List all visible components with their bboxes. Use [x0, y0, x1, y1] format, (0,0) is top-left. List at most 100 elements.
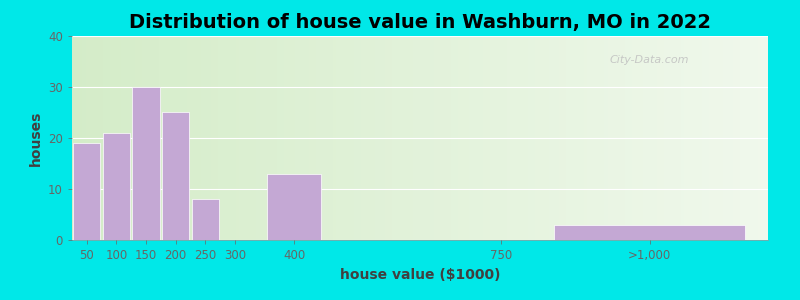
Bar — [716, 36, 719, 240]
Bar — [698, 36, 702, 240]
Bar — [482, 36, 486, 240]
Bar — [462, 36, 466, 240]
Bar — [542, 36, 546, 240]
Bar — [601, 36, 605, 240]
Bar — [730, 36, 733, 240]
Bar — [535, 36, 538, 240]
Bar — [180, 36, 183, 240]
Bar — [573, 36, 577, 240]
Title: Distribution of house value in Washburn, MO in 2022: Distribution of house value in Washburn,… — [129, 13, 711, 32]
Bar — [305, 36, 309, 240]
Bar — [444, 36, 448, 240]
Bar — [190, 36, 194, 240]
Bar — [577, 36, 580, 240]
Bar — [378, 36, 382, 240]
Bar — [761, 36, 765, 240]
Bar — [204, 36, 208, 240]
Bar — [232, 36, 235, 240]
Bar — [72, 36, 75, 240]
Bar — [208, 36, 211, 240]
Bar — [337, 36, 340, 240]
Bar — [754, 36, 758, 240]
Bar — [765, 36, 768, 240]
Bar — [138, 36, 142, 240]
Bar — [476, 36, 479, 240]
Bar — [75, 36, 79, 240]
Bar — [507, 36, 510, 240]
Bar — [183, 36, 187, 240]
Bar — [747, 36, 750, 240]
Bar — [364, 36, 368, 240]
Bar — [402, 36, 406, 240]
Bar — [79, 36, 82, 240]
Bar — [538, 36, 542, 240]
Bar — [294, 36, 298, 240]
Bar — [250, 36, 253, 240]
Bar — [159, 36, 162, 240]
Bar — [622, 36, 626, 240]
Bar — [93, 36, 96, 240]
Bar — [291, 36, 294, 240]
Bar — [490, 36, 493, 240]
Bar — [235, 36, 239, 240]
Bar — [413, 36, 417, 240]
Bar — [691, 36, 695, 240]
Bar — [382, 36, 386, 240]
Bar — [549, 36, 552, 240]
Bar — [566, 36, 570, 240]
Bar — [155, 36, 159, 240]
Bar — [493, 36, 497, 240]
Bar — [441, 36, 444, 240]
Bar — [298, 36, 302, 240]
Bar — [281, 36, 284, 240]
Bar — [192, 199, 219, 240]
Bar — [162, 112, 190, 240]
Bar — [448, 36, 451, 240]
Bar — [667, 36, 670, 240]
Bar — [90, 36, 93, 240]
Bar — [347, 36, 350, 240]
Bar — [211, 36, 214, 240]
Bar — [170, 36, 173, 240]
Bar — [267, 36, 270, 240]
Bar — [194, 36, 198, 240]
Bar — [114, 36, 118, 240]
Bar — [410, 36, 413, 240]
Bar — [503, 36, 507, 240]
Bar — [121, 36, 124, 240]
Bar — [466, 36, 469, 240]
Bar — [222, 36, 225, 240]
Bar — [152, 36, 155, 240]
Bar — [636, 36, 639, 240]
Bar — [274, 36, 278, 240]
Bar — [733, 36, 737, 240]
Bar — [354, 36, 358, 240]
Bar — [396, 36, 399, 240]
Bar — [430, 36, 434, 240]
Bar — [392, 36, 396, 240]
Bar — [278, 36, 281, 240]
Bar — [270, 36, 274, 240]
Bar — [580, 36, 583, 240]
Bar — [257, 36, 260, 240]
Bar — [374, 36, 378, 240]
Bar — [267, 174, 322, 240]
Bar — [726, 36, 730, 240]
Bar — [525, 36, 528, 240]
Bar — [702, 36, 706, 240]
Bar — [326, 36, 330, 240]
Bar — [312, 36, 315, 240]
Bar — [722, 36, 726, 240]
Bar — [399, 36, 402, 240]
Bar — [198, 36, 201, 240]
Bar — [650, 36, 653, 240]
Bar — [423, 36, 427, 240]
Bar — [598, 36, 601, 240]
Bar — [358, 36, 361, 240]
Bar — [333, 36, 337, 240]
Y-axis label: houses: houses — [29, 110, 42, 166]
Bar — [514, 36, 518, 240]
Bar — [552, 36, 556, 240]
Bar — [472, 36, 476, 240]
Bar — [626, 36, 629, 240]
